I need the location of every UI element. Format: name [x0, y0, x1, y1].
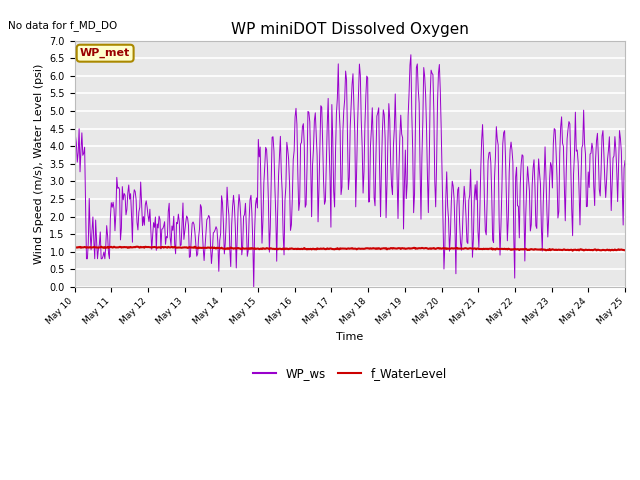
f_WaterLevel [191, 244, 199, 250]
WP_ws [70, 155, 78, 160]
f_WaterLevel [486, 246, 493, 252]
X-axis label: Time: Time [336, 332, 364, 342]
f_WaterLevel [213, 245, 221, 251]
f_WaterLevel [168, 244, 176, 250]
f_WaterLevel [621, 247, 629, 253]
Text: No data for f_MD_DO: No data for f_MD_DO [8, 20, 118, 31]
Line: WP_ws: WP_ws [74, 55, 625, 287]
Line: f_WaterLevel: f_WaterLevel [74, 247, 625, 251]
f_WaterLevel [569, 248, 577, 253]
WP_ws [321, 202, 328, 207]
WP_ws [250, 284, 257, 290]
Y-axis label: Wind Speed (m/s), Water Level (psi): Wind Speed (m/s), Water Level (psi) [34, 63, 44, 264]
WP_ws [396, 134, 404, 140]
f_WaterLevel [396, 245, 404, 251]
f_WaterLevel [70, 244, 78, 250]
WP_ws [212, 224, 220, 229]
Legend: WP_ws, f_WaterLevel: WP_ws, f_WaterLevel [248, 362, 452, 384]
Text: WP_met: WP_met [80, 48, 131, 59]
f_WaterLevel [439, 245, 447, 251]
WP_ws [168, 223, 176, 229]
WP_ws [621, 158, 629, 164]
WP_ws [407, 52, 415, 58]
WP_ws [440, 266, 448, 272]
WP_ws [487, 160, 495, 166]
f_WaterLevel [321, 246, 328, 252]
Title: WP miniDOT Dissolved Oxygen: WP miniDOT Dissolved Oxygen [231, 22, 468, 37]
